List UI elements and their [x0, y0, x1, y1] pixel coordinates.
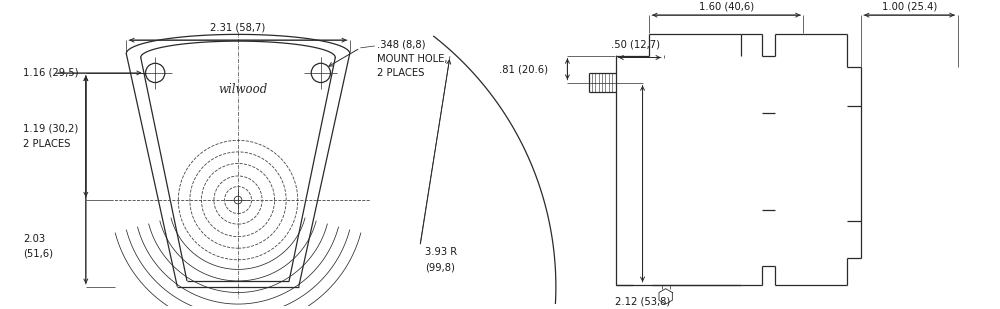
Text: 2.12 (53,8): 2.12 (53,8)	[615, 296, 670, 307]
Text: 2 PLACES: 2 PLACES	[377, 68, 424, 78]
Text: wilwood: wilwood	[218, 83, 267, 96]
Text: 1.60 (40,6): 1.60 (40,6)	[699, 1, 754, 11]
Text: (51,6): (51,6)	[23, 249, 53, 259]
Text: 1.00 (25.4): 1.00 (25.4)	[882, 1, 937, 11]
Text: MOUNT HOLE,: MOUNT HOLE,	[377, 54, 447, 65]
Text: .348 (8,8): .348 (8,8)	[377, 39, 425, 49]
Text: (99,8): (99,8)	[425, 262, 455, 273]
Text: 2 PLACES: 2 PLACES	[23, 139, 71, 149]
Text: 1.19 (30,2): 1.19 (30,2)	[23, 124, 78, 134]
Text: .81 (20.6): .81 (20.6)	[499, 64, 548, 74]
Text: .50 (12,7): .50 (12,7)	[611, 39, 660, 49]
Text: 3.93 R: 3.93 R	[425, 247, 457, 257]
Text: 2.31 (58,7): 2.31 (58,7)	[210, 23, 266, 32]
Text: 1.16 (29,5): 1.16 (29,5)	[23, 68, 79, 78]
Text: 2.03: 2.03	[23, 234, 45, 243]
